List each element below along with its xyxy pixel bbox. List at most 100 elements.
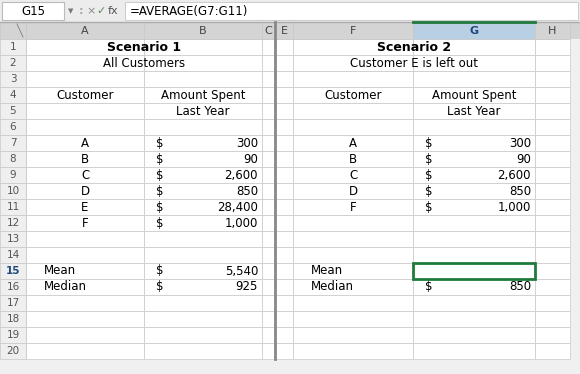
Text: $: $	[425, 200, 433, 214]
Text: B: B	[81, 153, 89, 166]
Bar	[26, 183, 144, 199]
Bar	[413, 135, 535, 151]
Bar	[293, 151, 413, 167]
Bar	[275, 295, 293, 311]
Bar	[535, 39, 570, 55]
Bar	[275, 135, 293, 151]
Bar	[26, 311, 144, 327]
Text: 15: 15	[6, 266, 20, 276]
Bar	[0, 311, 26, 327]
Text: A: A	[81, 137, 89, 150]
Bar	[275, 167, 293, 183]
Bar	[144, 183, 262, 199]
Bar	[535, 71, 570, 87]
Bar	[275, 263, 293, 279]
Text: 300: 300	[509, 137, 531, 150]
Text: E: E	[281, 25, 288, 36]
Bar	[293, 22, 413, 39]
Text: :: :	[79, 6, 84, 16]
Text: 5,540: 5,540	[224, 264, 258, 278]
Bar	[262, 215, 275, 231]
Bar	[262, 39, 275, 55]
Bar	[413, 263, 535, 279]
Bar	[262, 119, 275, 135]
Text: 11: 11	[6, 202, 20, 212]
Bar	[293, 215, 413, 231]
Text: ✓: ✓	[96, 6, 106, 16]
Bar	[413, 119, 535, 135]
Bar	[144, 55, 262, 71]
Text: A: A	[81, 25, 89, 36]
Bar	[413, 199, 535, 215]
Bar	[26, 199, 144, 215]
Bar	[0, 279, 26, 295]
Text: F: F	[350, 25, 356, 36]
Bar	[413, 263, 535, 279]
Text: Customer E is left out: Customer E is left out	[350, 56, 478, 70]
Bar	[413, 55, 535, 71]
Text: Amount Spent: Amount Spent	[161, 89, 245, 101]
Bar	[262, 183, 275, 199]
Text: D: D	[349, 184, 357, 197]
Text: $: $	[156, 184, 164, 197]
Bar	[0, 22, 26, 39]
Bar	[293, 103, 413, 119]
Bar	[413, 311, 535, 327]
Bar	[144, 231, 262, 247]
Text: Mean: Mean	[44, 264, 76, 278]
Bar	[144, 167, 262, 183]
Text: Customer: Customer	[324, 89, 382, 101]
Bar	[262, 279, 275, 295]
Text: 13: 13	[6, 234, 20, 244]
Bar	[144, 327, 262, 343]
Bar	[275, 279, 293, 295]
Bar	[262, 343, 275, 359]
Bar	[293, 135, 413, 151]
Bar	[293, 263, 413, 279]
Bar	[0, 327, 26, 343]
Bar	[293, 327, 413, 343]
Text: $: $	[425, 184, 433, 197]
Text: =AVERAGE(G7:G11): =AVERAGE(G7:G11)	[130, 4, 248, 18]
Bar	[293, 39, 413, 55]
Text: G15: G15	[21, 4, 45, 18]
Bar	[144, 343, 262, 359]
Bar	[262, 295, 275, 311]
Text: 8: 8	[10, 154, 16, 164]
Bar	[0, 55, 26, 71]
Text: $: $	[156, 153, 164, 166]
Bar	[275, 87, 293, 103]
Bar	[0, 215, 26, 231]
Bar	[0, 167, 26, 183]
Bar	[144, 311, 262, 327]
Bar	[293, 183, 413, 199]
Text: 12: 12	[6, 218, 20, 228]
Bar	[0, 247, 26, 263]
Bar	[275, 343, 293, 359]
Bar	[413, 39, 535, 55]
Text: $: $	[156, 280, 164, 294]
Text: $: $	[156, 200, 164, 214]
Bar	[0, 71, 26, 87]
Bar	[262, 231, 275, 247]
Bar	[262, 71, 275, 87]
Text: 14: 14	[6, 250, 20, 260]
Text: H: H	[548, 25, 557, 36]
Bar	[144, 103, 262, 119]
Text: 1: 1	[10, 42, 16, 52]
Bar	[144, 247, 262, 263]
Bar	[293, 87, 413, 103]
Bar	[26, 71, 144, 87]
Bar	[26, 215, 144, 231]
Bar	[293, 343, 413, 359]
Text: $: $	[425, 264, 433, 278]
Bar	[262, 199, 275, 215]
Bar	[26, 55, 144, 71]
Bar	[262, 151, 275, 167]
Text: Customer: Customer	[56, 89, 114, 101]
Bar	[144, 22, 262, 39]
Text: $: $	[425, 280, 433, 294]
Text: 90: 90	[243, 153, 258, 166]
Bar	[535, 279, 570, 295]
Text: 17: 17	[6, 298, 20, 308]
